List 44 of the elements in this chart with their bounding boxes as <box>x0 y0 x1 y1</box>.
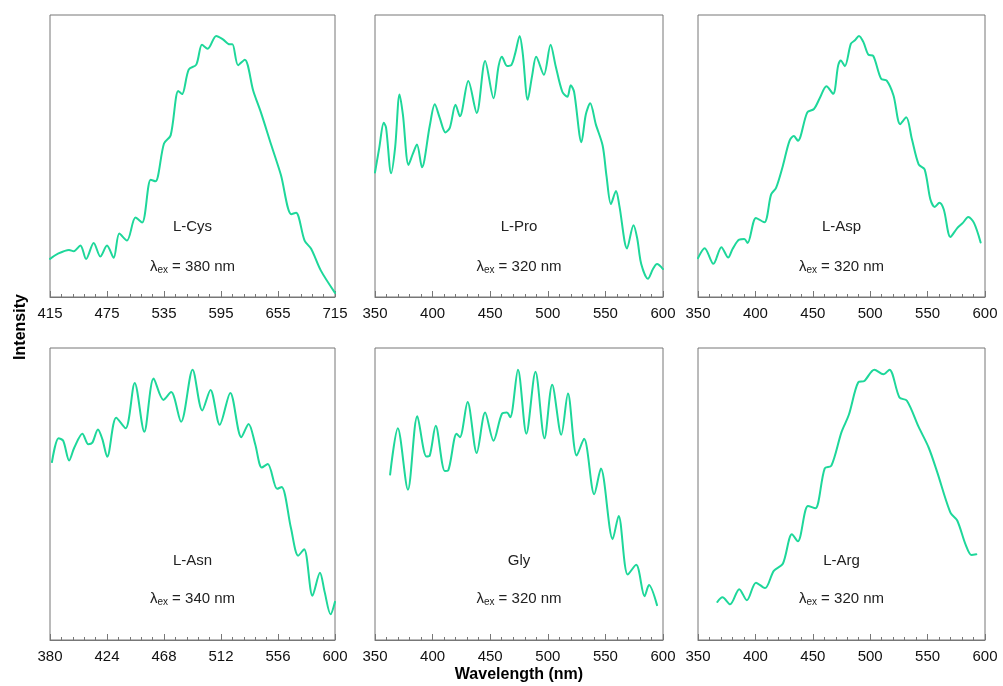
x-axis-title: Wavelength (nm) <box>454 665 584 683</box>
x-tick-label: 350 <box>685 647 711 664</box>
x-tick-label: 450 <box>800 304 826 321</box>
x-tick-label: 715 <box>322 304 348 321</box>
x-tick-label: 500 <box>535 647 561 664</box>
x-tick-label: 468 <box>151 647 177 664</box>
x-tick-label: 550 <box>915 304 941 321</box>
x-tick-label: 600 <box>650 647 676 664</box>
x-tick-label: 600 <box>972 304 998 321</box>
x-tick-label: 512 <box>208 647 234 664</box>
x-tick-label: 500 <box>535 304 561 321</box>
x-tick-label: 550 <box>592 304 618 321</box>
annotation: L-Asn <box>172 551 213 569</box>
x-tick-label: 595 <box>208 304 234 321</box>
x-tick-label: 500 <box>857 304 883 321</box>
x-tick-label: 400 <box>742 647 768 664</box>
annotation: Gly <box>507 551 531 569</box>
x-tick-label: 550 <box>592 647 618 664</box>
annotation: L-Pro <box>500 217 538 235</box>
x-tick-label: 400 <box>742 304 768 321</box>
x-tick-label: 350 <box>685 304 711 321</box>
x-tick-label: 450 <box>800 647 826 664</box>
x-tick-label: 415 <box>37 304 63 321</box>
x-tick-label: 380 <box>37 647 63 664</box>
x-tick-label: 475 <box>94 304 120 321</box>
x-tick-label: 500 <box>857 647 883 664</box>
x-tick-label: 400 <box>420 647 446 664</box>
x-tick-label: 450 <box>477 647 503 664</box>
x-tick-label: 350 <box>362 647 388 664</box>
annotation: L-Arg <box>823 551 860 569</box>
x-tick-label: 424 <box>94 647 120 664</box>
x-tick-label: 600 <box>322 647 348 664</box>
annotation: L-Asp <box>821 217 862 235</box>
x-tick-label: 400 <box>420 304 446 321</box>
annotation: L-Cys <box>172 217 213 235</box>
x-tick-label: 550 <box>915 647 941 664</box>
x-tick-label: 450 <box>477 304 503 321</box>
x-tick-label: 556 <box>265 647 291 664</box>
x-tick-label: 535 <box>151 304 177 321</box>
y-axis-title: Intensity <box>11 294 29 360</box>
x-tick-label: 600 <box>650 304 676 321</box>
x-tick-label: 600 <box>972 647 998 664</box>
x-tick-label: 655 <box>265 304 291 321</box>
x-tick-label: 350 <box>362 304 388 321</box>
